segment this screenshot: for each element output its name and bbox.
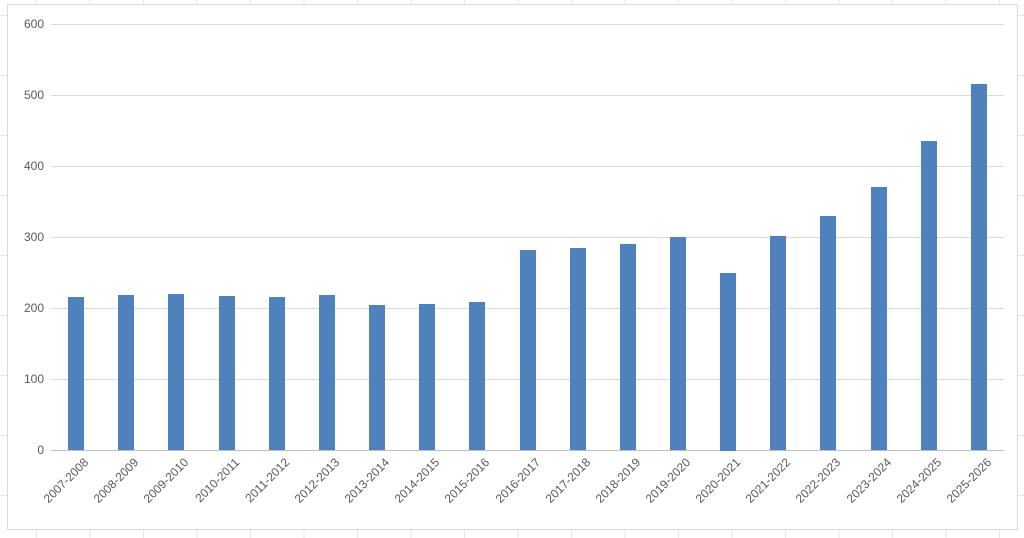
bar-2008-2009[interactable] [118, 295, 134, 450]
y-tick-label: 400 [23, 159, 44, 173]
gridline [51, 237, 1004, 238]
bar-2019-2020[interactable] [670, 237, 686, 450]
gridline [51, 166, 1004, 167]
y-tick-label: 600 [23, 17, 44, 31]
bar-2014-2015[interactable] [419, 304, 435, 450]
gridline [51, 95, 1004, 96]
bar-2016-2017[interactable] [520, 250, 536, 450]
bar-2020-2021[interactable] [720, 273, 736, 451]
bar-2021-2022[interactable] [770, 236, 786, 450]
bar-2010-2011[interactable] [219, 296, 235, 450]
y-tick-label: 0 [37, 443, 44, 457]
y-tick-label: 100 [23, 372, 44, 386]
bar-2013-2014[interactable] [369, 305, 385, 450]
bar-2024-2025[interactable] [921, 141, 937, 450]
bar-2023-2024[interactable] [871, 187, 887, 450]
bar-2011-2012[interactable] [269, 297, 285, 450]
bar-2017-2018[interactable] [570, 248, 586, 450]
bar-2015-2016[interactable] [469, 302, 485, 450]
y-tick-label: 500 [23, 88, 44, 102]
bar-2007-2008[interactable] [68, 297, 84, 450]
x-axis-line [51, 450, 1004, 451]
y-tick-label: 200 [23, 301, 44, 315]
bar-2018-2019[interactable] [620, 244, 636, 450]
bar-2022-2023[interactable] [820, 216, 836, 450]
y-tick-label: 300 [23, 230, 44, 244]
bar-2009-2010[interactable] [168, 294, 184, 450]
gridline [51, 24, 1004, 25]
bar-2025-2026[interactable] [971, 84, 987, 450]
bar-chart[interactable]: 0 100 200 300 400 500 600 2007-2008 2008-2009 200… [7, 4, 1018, 530]
bar-2012-2013[interactable] [319, 295, 335, 450]
